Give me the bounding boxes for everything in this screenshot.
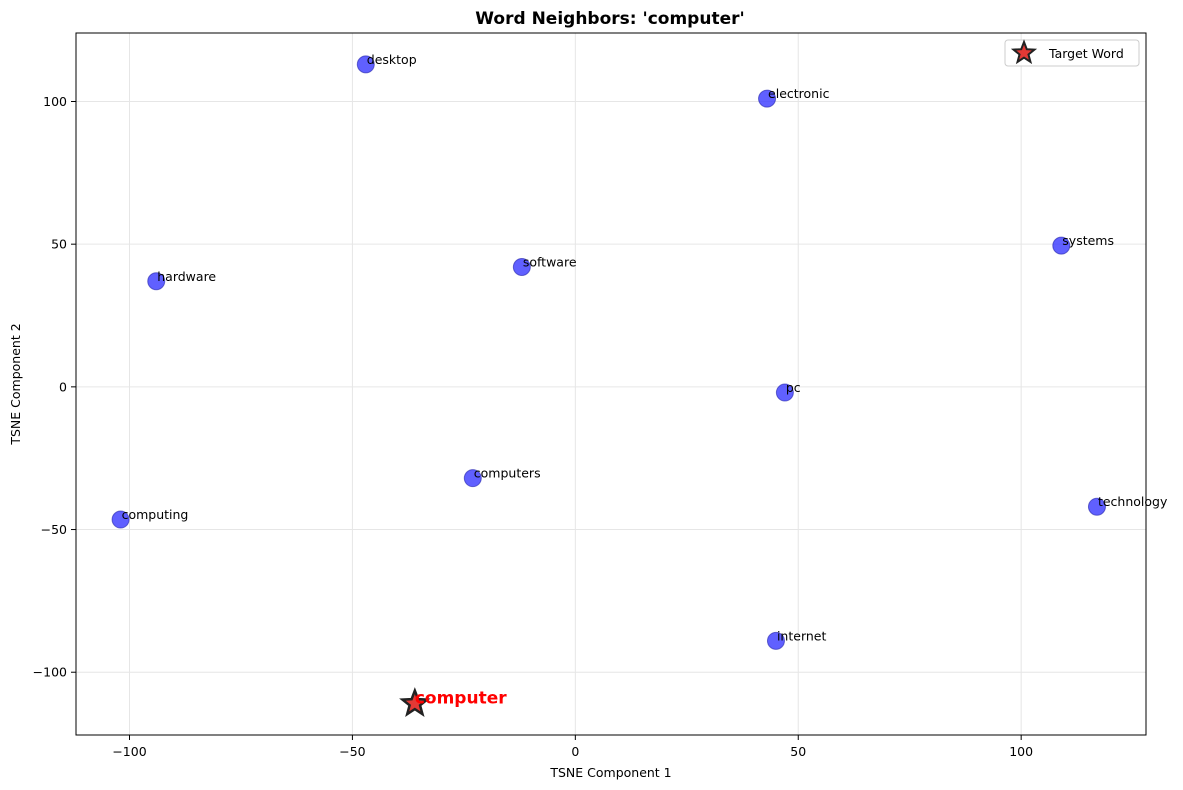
grid-lines [76, 33, 1146, 735]
neighbor-label-computing: computing [122, 507, 189, 522]
neighbor-label-electronic: electronic [768, 86, 830, 101]
neighbor-point-pc [775, 383, 794, 402]
neighbor-label-technology: technology [1098, 494, 1168, 509]
neighbor-label-software: software [523, 255, 577, 270]
target-word-label: computer [415, 689, 507, 709]
legend: Target Word [1004, 39, 1140, 67]
y-tick-label: 0 [59, 379, 67, 394]
neighbor-label-computers: computers [474, 466, 541, 481]
chart-title: Word Neighbors: 'computer' [475, 9, 744, 29]
neighbor-point-electronic [758, 89, 777, 108]
neighbor-point-systems [1052, 236, 1071, 255]
y-tick-label: 100 [43, 94, 67, 109]
neighbor-point-computers [463, 469, 482, 488]
neighbor-point-desktop [356, 55, 375, 74]
x-tick-label: 50 [790, 744, 806, 759]
y-tick-label: −100 [33, 665, 67, 680]
neighbor-label-desktop: desktop [367, 52, 417, 67]
neighbor-point-technology [1087, 497, 1106, 516]
neighbor-label-pc: pc [786, 380, 801, 395]
x-tick-label: −100 [112, 744, 146, 759]
neighbor-point-software [512, 258, 531, 276]
y-axis: −100 −50 0 50 100 [33, 94, 76, 680]
legend-star-icon [1010, 39, 1038, 65]
y-tick-label: 50 [51, 237, 67, 252]
neighbor-point-hardware [147, 272, 166, 291]
neighbor-point-computing [111, 510, 130, 529]
y-axis-label: TSNE Component 2 [8, 323, 23, 445]
data-points: desktop electronic systems hardware software… [111, 52, 1168, 717]
y-tick-label: −50 [41, 522, 67, 537]
legend-entry-target-word: Target Word [1048, 46, 1124, 61]
neighbor-label-hardware: hardware [157, 269, 216, 284]
x-tick-label: 0 [571, 744, 579, 759]
x-axis-label: TSNE Component 1 [549, 765, 671, 780]
x-axis: −100 −50 0 50 100 [112, 735, 1033, 759]
plot-area [75, 32, 1147, 736]
x-tick-label: −50 [339, 744, 365, 759]
target-word-star [399, 687, 431, 717]
neighbor-point-internet [766, 631, 785, 650]
legend-box [1004, 39, 1140, 67]
neighbor-label-systems: systems [1062, 233, 1114, 248]
x-tick-label: 100 [1009, 744, 1033, 759]
neighbor-label-internet: internet [777, 628, 827, 643]
